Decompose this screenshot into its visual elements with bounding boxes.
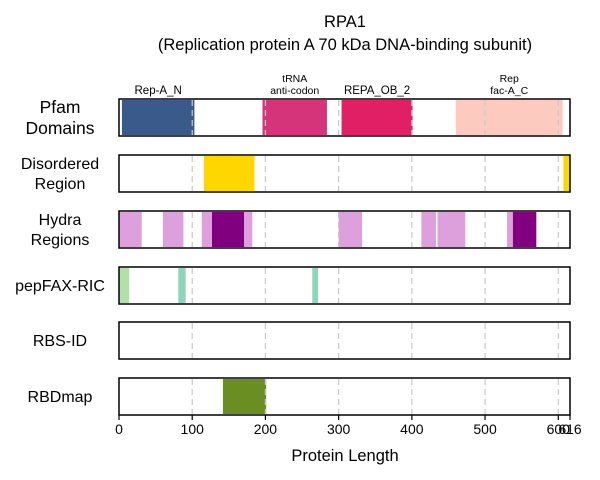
track-label-2-1: Regions — [31, 232, 90, 249]
x-tick-label-2: 200 — [254, 421, 278, 437]
x-tick-label-0: 0 — [115, 421, 123, 437]
x-tick-label-6: 600 — [547, 421, 571, 437]
x-tick-label-7: 616 — [558, 421, 582, 437]
track-label-1-1: Region — [35, 176, 86, 193]
track-2-segment-4 — [244, 212, 253, 247]
track-2-segment-3 — [211, 212, 245, 247]
track-label-3-0: pepFAX-RIC — [15, 278, 105, 295]
track-label-0-0: Pfam — [40, 97, 81, 117]
track-2: Hydra Regions — [31, 210, 571, 249]
track-label-2-0: Hydra — [39, 212, 82, 229]
domain-label-3-0: Rep — [500, 73, 519, 85]
track-2-frame — [118, 210, 571, 249]
track-3-segment-2 — [312, 268, 319, 303]
track-2-segment-0 — [119, 212, 142, 247]
x-axis-label: Protein Length — [291, 447, 398, 465]
track-2-segment-7 — [437, 212, 466, 247]
track-0-segment-3 — [455, 100, 563, 135]
track-4: RBS-ID — [33, 321, 571, 360]
track-3-frame — [118, 266, 571, 305]
track-2-segment-8 — [507, 212, 513, 247]
x-tick-label-5: 500 — [473, 421, 497, 437]
track-3-segment-1 — [178, 268, 186, 303]
track-3-segment-0 — [119, 268, 130, 303]
domain-label-3-1: fac-A_C — [490, 85, 528, 97]
track-1: Disordered Region — [21, 154, 571, 193]
track-1-frame — [118, 154, 571, 193]
track-3: pepFAX-RIC — [15, 266, 571, 305]
track-1-segment-0 — [203, 156, 255, 191]
domain-label-0-0: Rep-A_N — [135, 85, 182, 97]
track-0-segment-2 — [341, 100, 413, 135]
x-tick-label-3: 300 — [327, 421, 351, 437]
track-0-frame — [118, 98, 571, 137]
track-1-segment-1 — [563, 156, 570, 191]
track-label-0-1: Domains — [25, 118, 94, 138]
domain-label-1-1: anti-codon — [270, 85, 319, 97]
track-5-segment-0 — [222, 379, 267, 414]
track-2-segment-2 — [201, 212, 212, 247]
domain-label-1-0: tRNA — [282, 73, 307, 85]
track-2-segment-9 — [512, 212, 537, 247]
x-tick-label-4: 400 — [400, 421, 424, 437]
track-0-segment-1 — [262, 100, 327, 135]
track-5: RBDmap — [28, 377, 571, 416]
track-0-segment-0 — [121, 100, 195, 135]
track-label-4-0: RBS-ID — [33, 333, 87, 350]
track-label-5-0: RBDmap — [28, 389, 93, 406]
domain-label-2-0: REPA_OB_2 — [344, 85, 410, 97]
chart-title: RPA1 — [324, 13, 366, 31]
track-label-1-0: Disordered — [21, 156, 99, 173]
x-tick-label-1: 100 — [181, 421, 205, 437]
track-2-segment-1 — [162, 212, 184, 247]
chart-subtitle: (Replication protein A 70 kDa DNA-bindin… — [158, 36, 532, 54]
track-2-segment-6 — [421, 212, 437, 247]
track-5-frame — [118, 377, 571, 416]
track-2-segment-5 — [338, 212, 363, 247]
track-4-frame — [118, 321, 571, 360]
